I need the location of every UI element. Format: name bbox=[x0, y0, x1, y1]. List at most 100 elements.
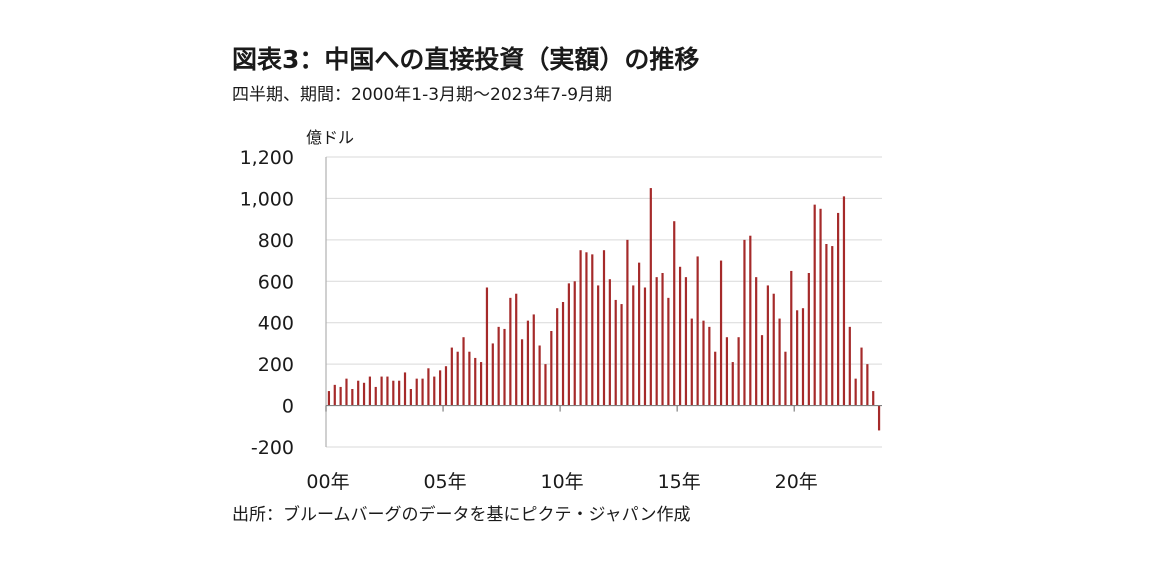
bar bbox=[819, 208, 822, 406]
bar bbox=[872, 391, 875, 406]
bar bbox=[784, 351, 787, 406]
bar bbox=[796, 310, 799, 406]
bar bbox=[696, 256, 699, 406]
bar bbox=[684, 277, 688, 406]
bar bbox=[351, 389, 354, 406]
bar bbox=[561, 302, 565, 406]
bar bbox=[450, 347, 453, 406]
bar bbox=[842, 196, 846, 406]
chart-title: 図表3：中国への直接投資（実額）の推移 bbox=[232, 45, 700, 74]
bar bbox=[778, 318, 781, 406]
bar bbox=[444, 366, 448, 406]
bar bbox=[550, 331, 553, 406]
bar bbox=[520, 339, 524, 406]
bar bbox=[848, 326, 851, 406]
bar bbox=[327, 391, 331, 406]
bar bbox=[479, 362, 483, 406]
bar bbox=[491, 343, 494, 406]
bar bbox=[860, 347, 863, 406]
bar bbox=[620, 304, 623, 406]
axes bbox=[325, 157, 882, 447]
bar bbox=[643, 287, 647, 406]
bar bbox=[427, 368, 430, 406]
y-tick-label: 400 bbox=[258, 313, 294, 335]
bar bbox=[386, 376, 389, 406]
bar bbox=[368, 376, 371, 406]
bar bbox=[439, 370, 442, 406]
bar bbox=[409, 389, 412, 406]
y-tick-label: 0 bbox=[282, 396, 294, 418]
bar bbox=[374, 386, 377, 406]
bar bbox=[702, 320, 705, 406]
bar bbox=[509, 297, 512, 406]
bar bbox=[655, 277, 658, 406]
bar bbox=[462, 337, 465, 406]
chart-subtitle: 四半期、期間：2000年1-3月期～2023年7-9月期 bbox=[232, 85, 613, 105]
bar bbox=[544, 364, 547, 406]
bar bbox=[515, 293, 518, 406]
bar bbox=[766, 285, 769, 406]
bar bbox=[556, 308, 559, 406]
bar bbox=[801, 308, 805, 406]
bar bbox=[831, 246, 834, 406]
bar bbox=[877, 405, 881, 431]
bar bbox=[673, 221, 676, 406]
y-tick-labels: -200 0 200 400 600 800 1,000 1,200 bbox=[240, 147, 294, 459]
bar bbox=[398, 380, 401, 406]
bar bbox=[755, 277, 758, 406]
bar bbox=[392, 380, 395, 406]
y-unit-label: 億ドル bbox=[306, 128, 354, 147]
bar bbox=[632, 285, 635, 406]
y-tick-label: 1,200 bbox=[240, 147, 294, 169]
bar bbox=[749, 235, 752, 406]
bar bbox=[638, 262, 641, 406]
bar bbox=[585, 252, 588, 406]
bar bbox=[837, 212, 840, 406]
bar bbox=[649, 188, 652, 406]
source-note: 出所：ブルームバーグのデータを基にピクテ・ジャパン作成 bbox=[232, 505, 691, 525]
y-tick-label: 200 bbox=[258, 354, 294, 376]
bar bbox=[579, 250, 582, 406]
bar bbox=[339, 386, 342, 406]
bar bbox=[403, 372, 407, 406]
bar bbox=[866, 364, 869, 406]
bar bbox=[421, 378, 424, 406]
y-tick-label: 600 bbox=[258, 271, 294, 293]
bar bbox=[380, 376, 383, 406]
bar bbox=[567, 283, 570, 406]
bar bbox=[591, 254, 594, 406]
bar bbox=[485, 287, 489, 406]
bar bbox=[743, 239, 746, 406]
bar bbox=[825, 244, 828, 406]
bar bbox=[538, 345, 541, 406]
bar bbox=[345, 378, 348, 406]
bar bbox=[790, 270, 793, 406]
bar bbox=[854, 378, 857, 406]
bar bbox=[415, 378, 418, 406]
bar bbox=[807, 273, 810, 406]
bar bbox=[708, 326, 711, 406]
bar bbox=[813, 204, 816, 406]
bar bbox=[468, 351, 471, 406]
bar bbox=[573, 281, 576, 406]
bar bbox=[661, 273, 664, 406]
bar bbox=[690, 318, 693, 406]
y-tick-label: 800 bbox=[258, 230, 294, 252]
bar bbox=[433, 376, 436, 406]
y-tick-label: 1,000 bbox=[240, 188, 294, 210]
bar bbox=[719, 260, 723, 406]
x-tick-label: 00年 bbox=[306, 471, 349, 493]
bar bbox=[333, 384, 336, 406]
bar bbox=[731, 362, 734, 406]
bar bbox=[737, 337, 740, 406]
bar bbox=[362, 382, 366, 406]
bar bbox=[503, 328, 506, 406]
bar bbox=[597, 285, 600, 406]
bar bbox=[760, 335, 764, 406]
bar bbox=[678, 266, 682, 406]
bar bbox=[667, 297, 670, 406]
bar bbox=[714, 351, 717, 406]
x-tick-label: 15年 bbox=[658, 471, 701, 493]
bars bbox=[327, 188, 881, 431]
